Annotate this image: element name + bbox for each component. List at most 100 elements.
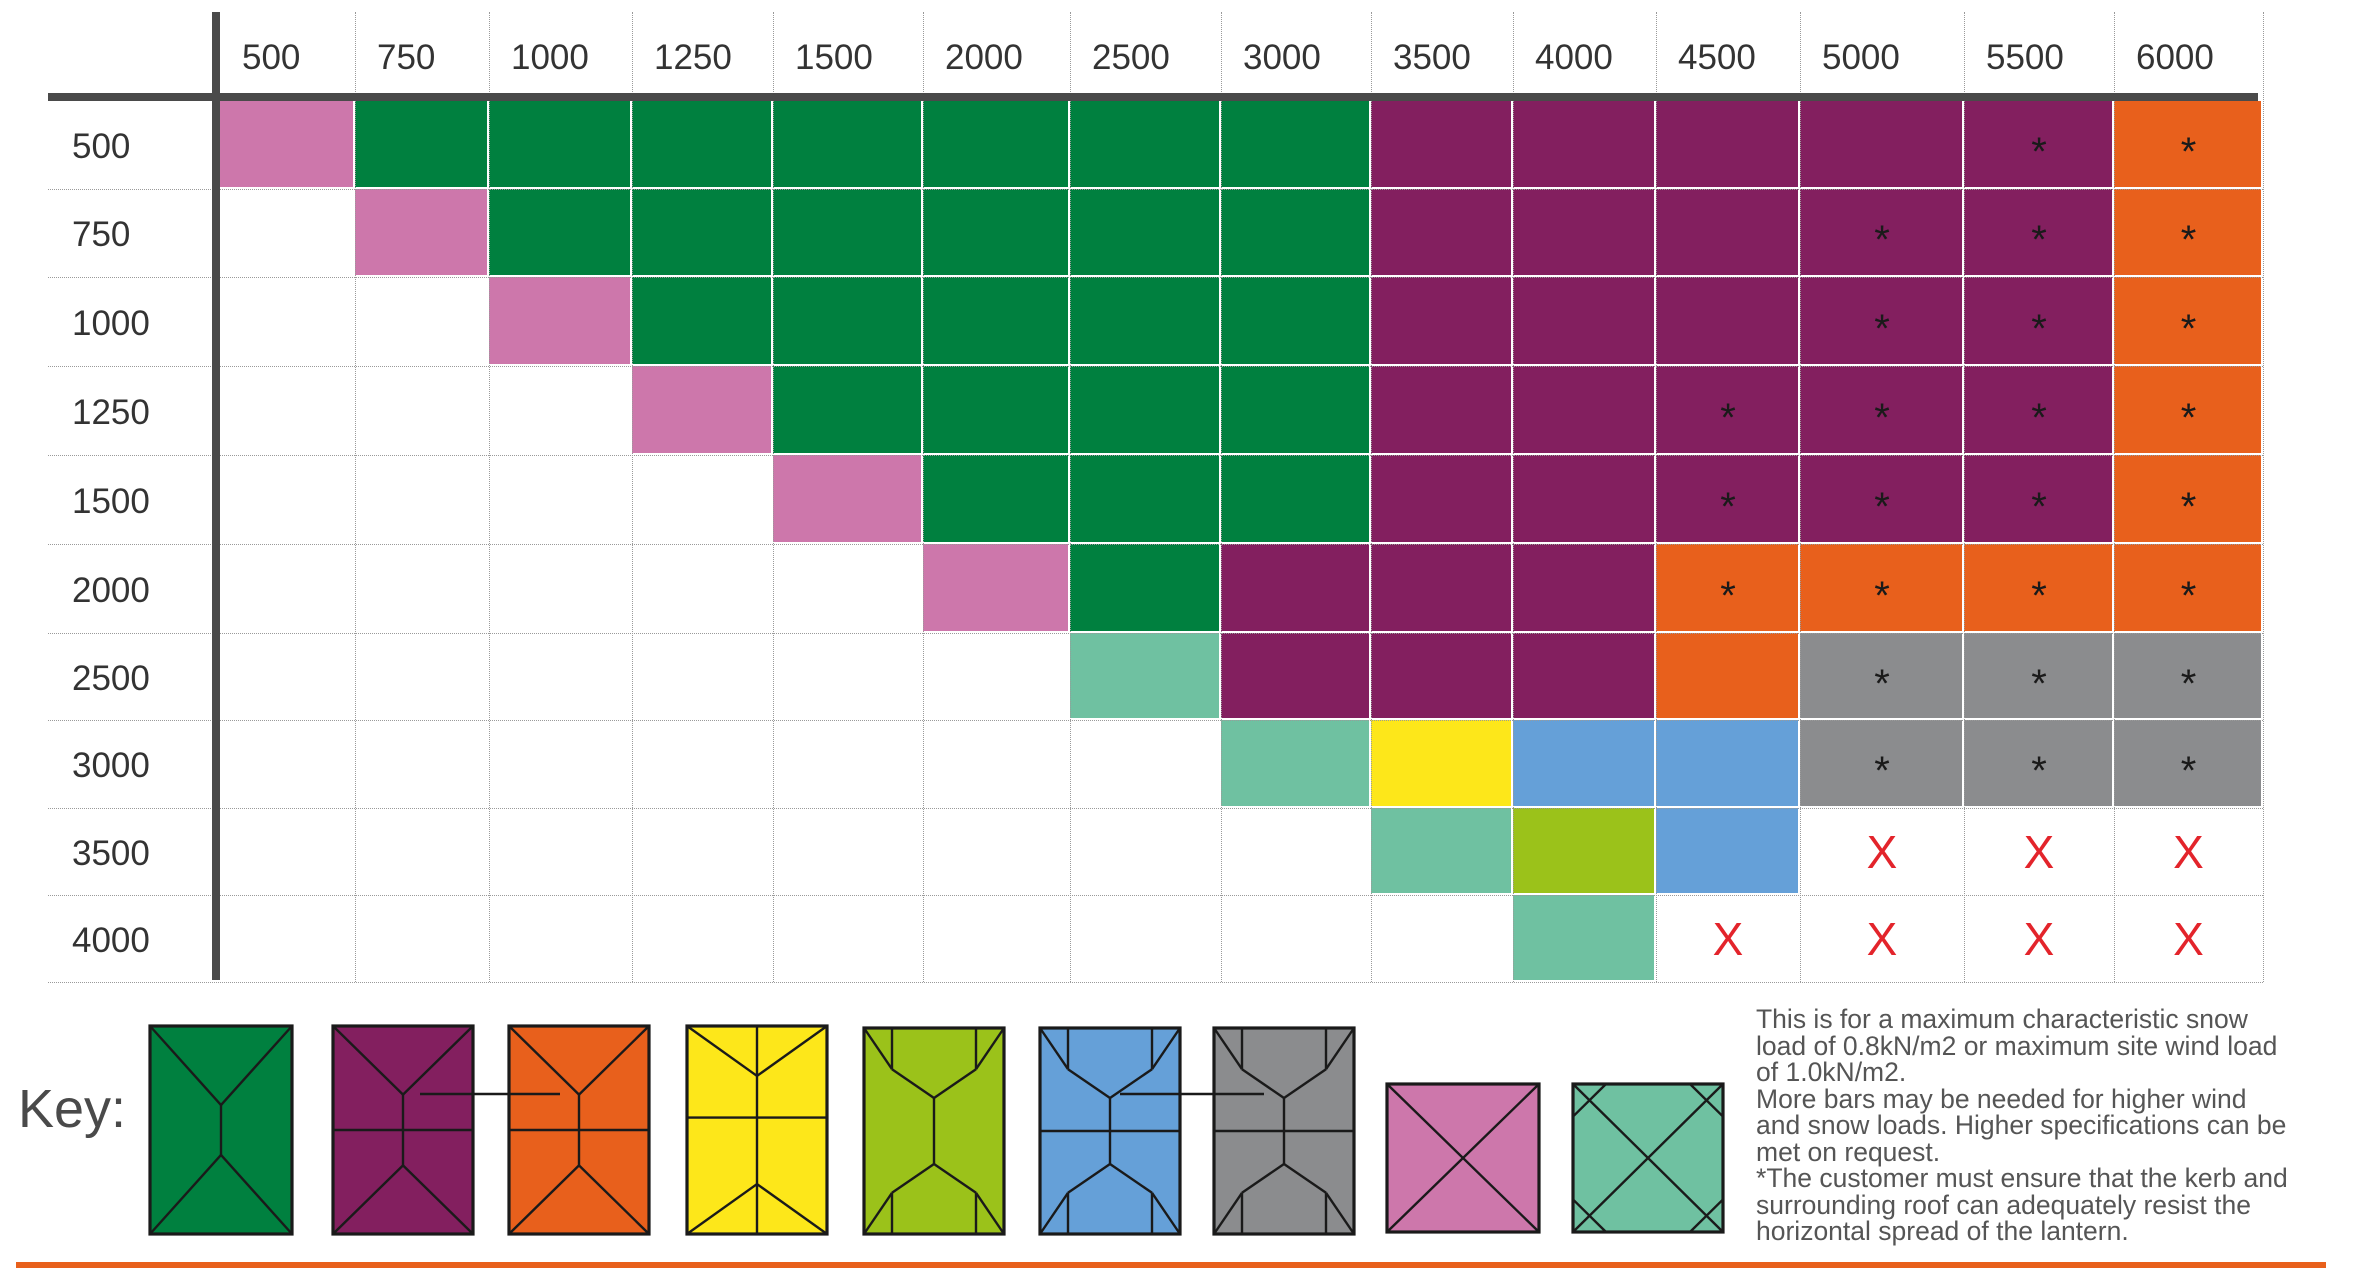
column-header: 2000 [945,38,1023,77]
table-cell [632,366,773,455]
column-header-divider [48,93,2258,101]
column-header: 1000 [511,38,589,77]
grid-line [2263,12,2264,982]
column-header: 750 [377,38,436,77]
table-cell [1221,455,1371,544]
table-cell [923,189,1070,277]
grid-line [773,12,774,982]
row-header: 4000 [72,921,150,960]
table-cell [923,895,1070,982]
table-cell [923,633,1070,720]
table-cell [489,720,632,808]
table-cell [923,544,1070,633]
table-cell [1656,366,1800,455]
table-cell [1800,808,1964,895]
size-table: * * * * * * * * * * * * * * * * * * * * * * * * * * X X X X X X X 500 750… [48,12,2264,983]
table-cell [2114,808,2263,895]
key-label: Key: [18,1079,127,1139]
kerb-warning-mark: * [1720,395,1736,440]
grid-line [489,12,490,982]
not-available-mark: X [1866,912,1898,965]
table-cell [632,455,773,544]
kerb-warning-mark: * [2180,395,2197,440]
kerb-warning-mark: * [1874,573,1890,618]
note-line: More bars may be needed for higher wind [1756,1083,2247,1114]
table-cell [632,895,773,982]
table-cell [773,101,923,189]
table-cell [1513,189,1656,277]
table-cell [1964,544,2114,633]
kerb-warning-mark: * [2031,749,2047,793]
table-cell [1964,366,2114,455]
table-cell [632,808,773,895]
table-cell [489,633,632,720]
table-cell [2114,277,2263,366]
table-cell [1656,633,1800,720]
table-cell [489,808,632,895]
key-orange-icon [507,1024,651,1236]
key-grey-icon [1212,1026,1356,1236]
note-line: of 1.0kN/m2. [1756,1057,1907,1087]
table-cell [1656,455,1800,544]
column-header: 2500 [1092,38,1170,77]
table-cell [923,366,1070,455]
table-cell [355,895,489,982]
row-header: 1500 [72,482,150,521]
table-cell [1221,544,1371,633]
table-cell [355,101,489,189]
grid-line [1371,12,1372,982]
table-cell [1513,633,1656,720]
key-blue-icon [1038,1026,1182,1236]
kerb-warning-mark: * [2180,306,2197,351]
column-header: 4000 [1535,38,1613,77]
key-green-icon [148,1024,294,1236]
table-cell [489,277,632,366]
grid-line [1800,12,1801,982]
table-cell [220,808,355,895]
table-cell [632,633,773,720]
table-cell [2114,101,2263,189]
grid-line [355,12,356,982]
key-lime-icon [862,1026,1006,1236]
grid-line [48,277,2263,278]
table-cell [1964,895,2114,982]
table-cell [1800,544,1964,633]
table-cell [773,895,923,982]
table-cell [1800,720,1964,808]
table-cell [1221,366,1371,455]
table-cell [1513,366,1656,455]
table-cell [1371,808,1513,895]
table-cell [355,720,489,808]
grid-line [48,808,2263,809]
grid-line [48,455,2263,456]
table-cell [220,720,355,808]
table-cell [2114,189,2263,277]
table-cell [220,544,355,633]
table-cell [1371,895,1513,982]
kerb-warning-mark: * [1874,484,1890,529]
grid-line [48,189,2263,190]
grid-line [48,982,2263,983]
table-cell [1070,189,1221,277]
table-cell [1964,720,2114,808]
table-cell [1371,189,1513,277]
table-cell [1513,544,1656,633]
table-cell [355,633,489,720]
row-header: 500 [72,127,131,166]
grid-line [1221,12,1222,982]
table-cell [1656,277,1800,366]
note-line: met on request. [1756,1136,1941,1167]
table-cell [1221,720,1371,808]
kerb-warning-mark: * [1874,395,1890,440]
row-header: 2000 [72,571,150,610]
table-cell [1221,277,1371,366]
row-header: 2500 [72,659,150,698]
table-cell [1964,189,2114,277]
table-cell [773,720,923,808]
table-cell [1221,101,1371,189]
table-cell [773,455,923,544]
kerb-warning-mark: * [2031,306,2047,351]
table-cell [489,895,632,982]
kerb-warning-mark: * [2180,484,2197,529]
